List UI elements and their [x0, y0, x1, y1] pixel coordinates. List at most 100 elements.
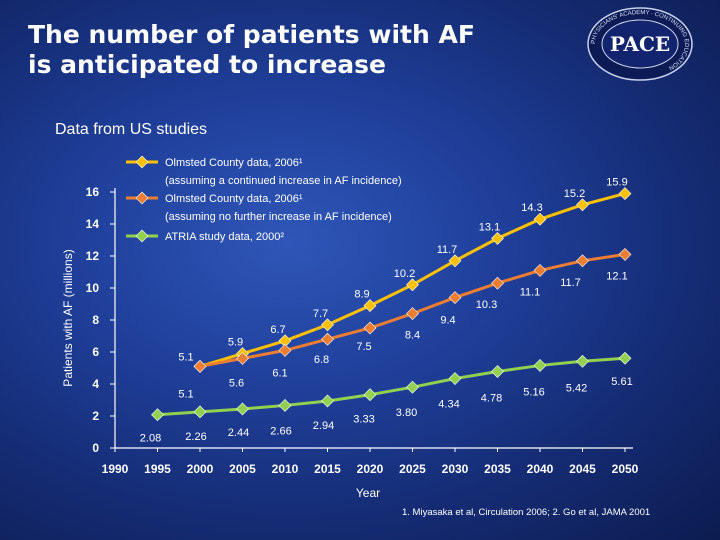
- series-3-point: [491, 365, 504, 378]
- series-2-point: [533, 263, 547, 277]
- y-tick-label: 4: [92, 377, 99, 391]
- series-1-point: [448, 254, 462, 268]
- series-3-point: [576, 354, 589, 368]
- x-tick-label: 2015: [314, 462, 341, 476]
- series-1-point: [321, 318, 334, 332]
- series-3-data-label: 2.08: [140, 433, 161, 445]
- x-tick-label: 1995: [144, 462, 171, 476]
- series-1-point: [618, 187, 632, 201]
- slide-subtitle: Data from US studies: [55, 121, 208, 138]
- series-1-point: [491, 231, 504, 245]
- series-1-data-label: 5.9: [228, 337, 243, 349]
- series-1-data-label: 7.7: [313, 308, 328, 320]
- y-tick-label: 6: [92, 345, 99, 359]
- citation: 1. Miyasaka et al, Circulation 2006; 2. …: [402, 507, 651, 518]
- y-tick-label: 8: [92, 313, 99, 327]
- series-3-point: [236, 402, 249, 416]
- series-3-data-label: 3.33: [353, 414, 374, 426]
- series-1-data-label: 8.9: [354, 289, 369, 301]
- pace-logo: PHYSICIANS' ACADEMY · CONTINUING EDUCATI…: [587, 7, 693, 81]
- series-2-point: [278, 343, 292, 357]
- legend-entry-3-line-1: ATRIA study data, 2000²: [165, 231, 284, 243]
- y-tick-label: 2: [92, 409, 99, 423]
- series-2-data-label: 8.4: [405, 330, 420, 342]
- legend-marker-2: [135, 191, 149, 205]
- series-3-data-label: 2.66: [270, 425, 291, 437]
- legend-entry-1-line-1: Olmsted County data, 2006¹: [165, 157, 303, 169]
- x-tick-label: 2000: [187, 462, 214, 476]
- legend-marker-3: [135, 229, 149, 243]
- title-line-1: The number of patients with AF: [28, 20, 475, 49]
- series-3-point: [151, 408, 164, 422]
- legend-entry-1-line-2: (assuming a continued increase in AF inc…: [165, 175, 402, 187]
- slide-title: The number of patients with AF is antici…: [28, 20, 568, 80]
- series-3-data-label: 5.16: [523, 386, 544, 398]
- series-3-point: [618, 351, 632, 365]
- x-tick-label: 1990: [102, 462, 129, 476]
- series-1-data-label: 14.3: [521, 202, 542, 214]
- x-tick-label: 2050: [612, 462, 639, 476]
- y-tick-label: 14: [86, 217, 100, 231]
- legend-entry-2-line-1: Olmsted County data, 2006¹: [165, 193, 303, 205]
- series-2-point: [618, 247, 632, 261]
- x-tick-label: 2005: [229, 462, 256, 476]
- x-tick-label: 2045: [569, 462, 596, 476]
- series-1-data-label: 11.7: [437, 244, 458, 256]
- series-2-data-label: 6.8: [314, 354, 329, 366]
- series-3-data-label: 2.94: [313, 420, 334, 432]
- series-3-point: [278, 399, 292, 412]
- series-3-point: [321, 394, 334, 408]
- x-tick-label: 2030: [442, 462, 469, 476]
- title-line-2: is anticipated to increase: [28, 50, 387, 79]
- series-3-point: [406, 380, 419, 394]
- series-1-data-label: 5.1: [178, 351, 193, 363]
- series-2-point: [193, 359, 207, 373]
- series-2-data-label: 10.3: [476, 299, 497, 311]
- series-3-data-label: 4.78: [481, 393, 502, 405]
- series-2-point: [491, 276, 504, 290]
- series-3-data-label: 2.44: [228, 427, 249, 439]
- series-1-point: [406, 278, 419, 292]
- series-3-data-label: 2.26: [185, 431, 206, 443]
- series-2-point: [576, 254, 589, 268]
- series-1-point: [576, 198, 589, 212]
- series-3-line: [157, 356, 626, 417]
- series-2-data-label: 9.4: [440, 315, 455, 327]
- y-tick-label: 10: [86, 281, 100, 295]
- series-2-data-label: 11.7: [560, 277, 581, 289]
- legend-entry-2-line-2: (assuming no further increase in AF inci…: [165, 211, 392, 223]
- series-3-data-label: 5.61: [611, 376, 632, 388]
- y-tick-label: 16: [86, 185, 100, 199]
- legend-marker-1: [135, 155, 149, 169]
- series-2-data-label: 5.6: [229, 377, 244, 389]
- series-2-data-label: 11.1: [520, 286, 541, 298]
- series-3-point: [533, 359, 547, 372]
- series-1-point: [363, 299, 377, 313]
- series-2-data-label: 12.1: [606, 270, 627, 282]
- series-1-data-label: 13.1: [479, 221, 500, 233]
- x-axis-title: Year: [356, 486, 380, 500]
- x-tick-label: 2020: [357, 462, 384, 476]
- series-3-point: [193, 405, 207, 419]
- series-2-data-label: 5.1: [178, 388, 193, 400]
- y-axis-title: Patients with AF (millions): [61, 249, 75, 386]
- series-3-data-label: 4.34: [438, 399, 459, 411]
- series-1-data-label: 15.2: [564, 188, 585, 200]
- series-1-point: [533, 212, 547, 226]
- series-3-data-label: 5.42: [566, 382, 587, 394]
- y-tick-label: 12: [86, 249, 100, 263]
- logo-text: PACE: [610, 32, 670, 56]
- series-2-point: [406, 307, 419, 321]
- series-2-data-label: 7.5: [356, 341, 371, 353]
- series-2-point: [321, 332, 334, 346]
- series-1-data-label: 15.9: [606, 177, 627, 189]
- series-2-point: [448, 291, 462, 305]
- series-3-point: [363, 388, 377, 402]
- x-tick-label: 2040: [527, 462, 554, 476]
- series-2-point: [363, 321, 377, 335]
- series-2-data-label: 6.1: [272, 367, 287, 379]
- y-tick-label: 0: [92, 441, 99, 455]
- series-3-data-label: 3.80: [396, 407, 417, 419]
- series-1-data-label: 6.7: [270, 324, 285, 336]
